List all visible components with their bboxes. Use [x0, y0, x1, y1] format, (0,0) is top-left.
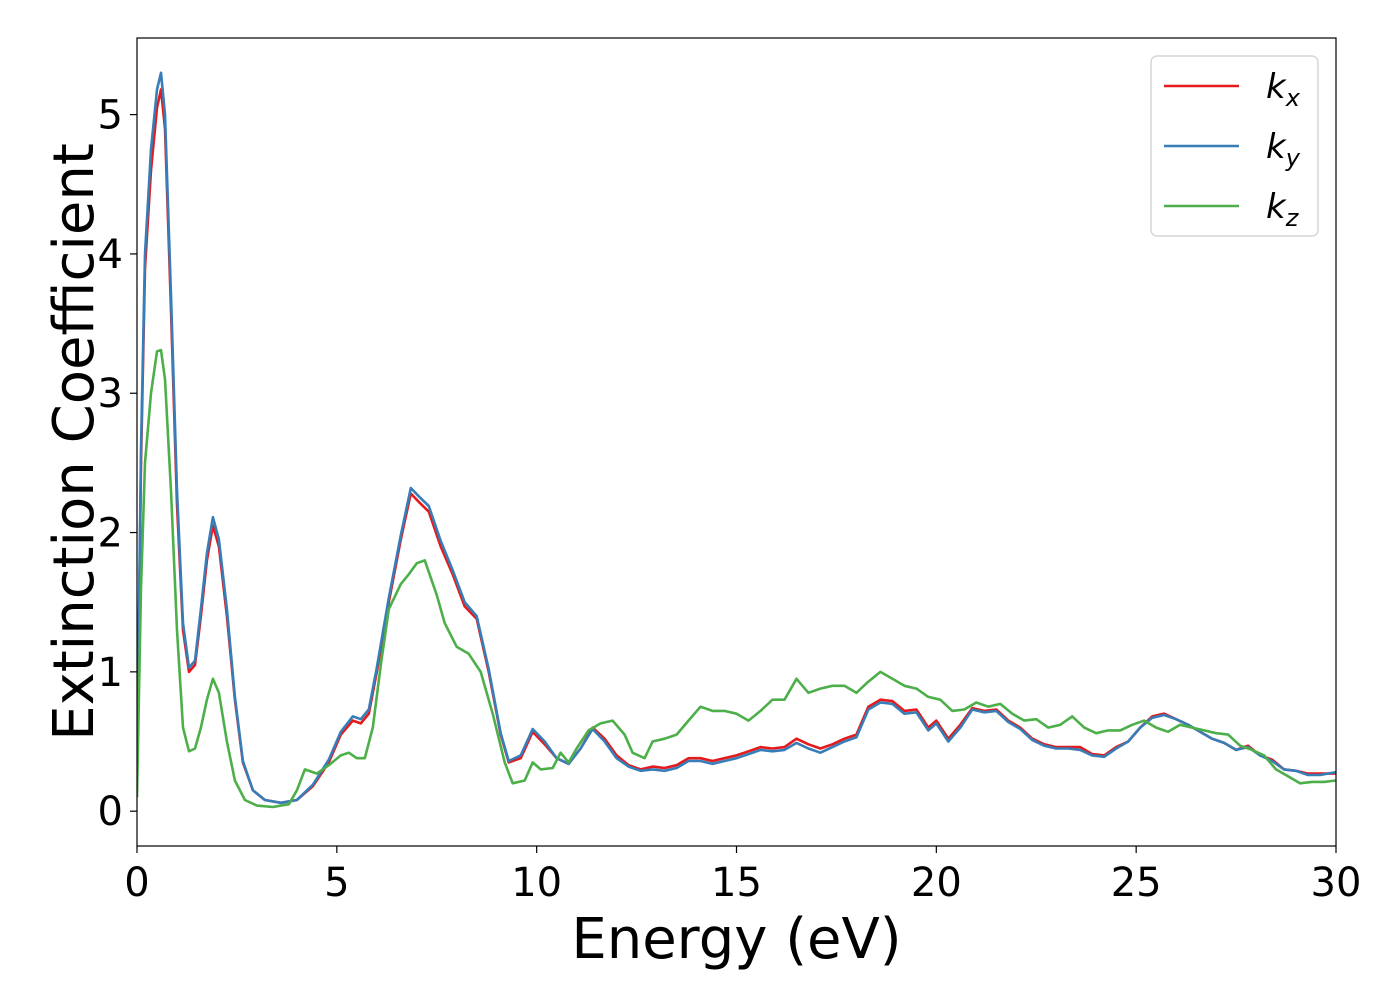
y-tick-label: 3 — [98, 371, 123, 417]
x-tick-label: 5 — [324, 860, 349, 906]
y-tick-label: 1 — [98, 650, 123, 696]
legend-label: kx — [1266, 67, 1301, 112]
y-axis: 0 1 2 3 4 5 — [98, 93, 137, 835]
x-axis: 0 5 10 15 20 25 30 — [124, 846, 1361, 906]
x-tick-label: 0 — [124, 860, 149, 906]
y-axis-title: Extinction Coefficient — [42, 143, 107, 741]
series-line-k-y — [137, 71, 1336, 805]
series-layer — [137, 71, 1336, 809]
y-tick-label: 5 — [98, 93, 123, 139]
y-tick-label: 4 — [98, 232, 123, 278]
x-tick-label: 25 — [1111, 860, 1162, 906]
x-tick-label: 30 — [1311, 860, 1362, 906]
x-axis-title: Energy (eV) — [571, 907, 901, 972]
legend-label: ky — [1266, 127, 1301, 172]
x-tick-label: 15 — [711, 860, 762, 906]
y-tick-label: 0 — [98, 789, 123, 835]
series-line-k-z — [137, 348, 1336, 809]
x-tick-label: 10 — [511, 860, 562, 906]
y-tick-label: 2 — [98, 511, 123, 557]
x-tick-label: 20 — [911, 860, 962, 906]
